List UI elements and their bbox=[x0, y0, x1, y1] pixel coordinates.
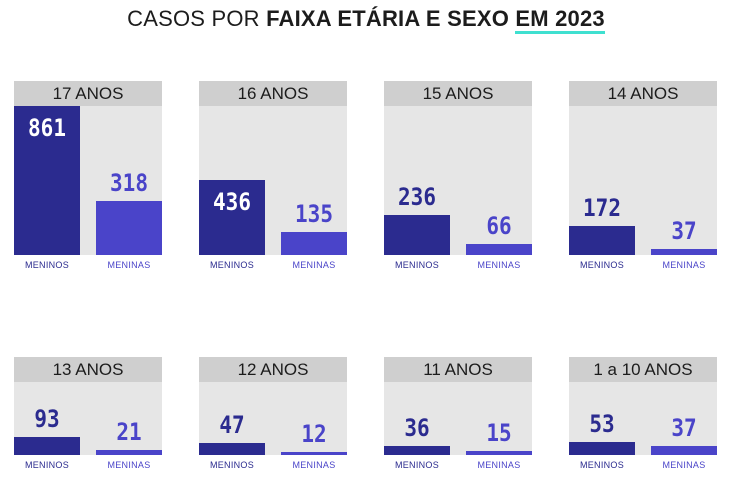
value-label-meninos: 236 bbox=[398, 182, 436, 211]
value-label-meninos: 93 bbox=[34, 405, 60, 433]
age-panel-title: 16 ANOS bbox=[199, 81, 347, 106]
value-label-meninos: 861 bbox=[28, 114, 66, 142]
x-label-meninos: MENINOS bbox=[209, 460, 255, 470]
x-label-meninos: MENINOS bbox=[24, 260, 70, 270]
title-part-2: FAIXA ETÁRIA E SEXO bbox=[266, 6, 516, 31]
value-label-meninos: 47 bbox=[219, 411, 245, 440]
bar-meninos bbox=[569, 442, 635, 455]
value-label-meninas: 37 bbox=[671, 414, 697, 442]
bar-meninos bbox=[384, 446, 450, 455]
bar-meninos bbox=[14, 106, 80, 255]
bar-meninos bbox=[384, 214, 450, 255]
x-label-meninas: MENINAS bbox=[292, 260, 336, 270]
value-label-meninos: 436 bbox=[213, 188, 251, 217]
x-label-meninas: MENINAS bbox=[662, 260, 706, 270]
age-panel: 17 ANOS 861 MENINOS 318 MENINAS bbox=[14, 81, 162, 275]
age-panel-title: 17 ANOS bbox=[14, 81, 162, 106]
age-panel-title: 12 ANOS bbox=[199, 357, 347, 382]
chart-title: CASOS POR FAIXA ETÁRIA E SEXO EM 2023 bbox=[0, 6, 732, 34]
value-label-meninas: 37 bbox=[671, 216, 697, 245]
bar-meninas bbox=[96, 449, 162, 455]
bar-meninas bbox=[651, 445, 717, 455]
age-panel-title: 13 ANOS bbox=[14, 357, 162, 382]
age-panel: 14 ANOS 172 MENINOS 37 MENINAS bbox=[569, 81, 717, 275]
age-panel: 13 ANOS 93 MENINOS 21 MENINAS bbox=[14, 357, 162, 475]
bar-meninos bbox=[14, 437, 80, 455]
value-label-meninos: 53 bbox=[589, 410, 615, 438]
x-label-meninos: MENINOS bbox=[394, 460, 440, 470]
x-label-meninas: MENINAS bbox=[477, 260, 521, 270]
bar-meninas bbox=[96, 200, 162, 255]
x-label-meninas: MENINAS bbox=[107, 460, 151, 470]
value-label-meninos: 36 bbox=[404, 414, 430, 442]
value-label-meninas: 12 bbox=[301, 420, 327, 448]
title-part-1: CASOS POR bbox=[127, 6, 267, 31]
age-panel-title: 1 a 10 ANOS bbox=[569, 357, 717, 382]
age-panel: 15 ANOS 236 MENINOS 66 MENINAS bbox=[384, 81, 532, 275]
value-label-meninos: 172 bbox=[583, 193, 621, 222]
bar-meninas bbox=[281, 231, 347, 255]
x-label-meninas: MENINAS bbox=[662, 460, 706, 470]
x-label-meninos: MENINOS bbox=[579, 460, 625, 470]
x-label-meninas: MENINAS bbox=[477, 460, 521, 470]
value-label-meninas: 318 bbox=[110, 168, 148, 197]
title-part-3: EM 2023 bbox=[515, 6, 605, 34]
value-label-meninas: 21 bbox=[116, 418, 142, 446]
age-panel: 12 ANOS 47 MENINOS 12 MENINAS bbox=[199, 357, 347, 475]
age-panel: 1 a 10 ANOS 53 MENINOS 37 MENINAS bbox=[569, 357, 717, 475]
age-panel-title: 15 ANOS bbox=[384, 81, 532, 106]
x-label-meninos: MENINOS bbox=[24, 460, 70, 470]
value-label-meninas: 135 bbox=[295, 200, 333, 228]
x-label-meninas: MENINAS bbox=[292, 460, 336, 470]
x-label-meninos: MENINOS bbox=[209, 260, 255, 270]
bar-meninos bbox=[569, 225, 635, 255]
value-label-meninas: 66 bbox=[486, 211, 512, 240]
age-panel: 11 ANOS 36 MENINOS 15 MENINAS bbox=[384, 357, 532, 475]
age-panel-plot-area bbox=[384, 382, 532, 455]
age-panel-plot-area bbox=[199, 382, 347, 455]
bar-meninos bbox=[199, 180, 265, 255]
bar-meninas bbox=[466, 451, 532, 455]
bar-meninas bbox=[281, 452, 347, 455]
age-panel-title: 14 ANOS bbox=[569, 81, 717, 106]
age-panel-title: 11 ANOS bbox=[384, 357, 532, 382]
value-label-meninas: 15 bbox=[486, 419, 512, 448]
x-label-meninos: MENINOS bbox=[579, 260, 625, 270]
age-panel: 16 ANOS 436 MENINOS 135 MENINAS bbox=[199, 81, 347, 275]
bar-meninos bbox=[199, 443, 265, 455]
x-label-meninas: MENINAS bbox=[107, 260, 151, 270]
bar-meninas bbox=[466, 243, 532, 255]
bar-meninas bbox=[651, 248, 717, 255]
x-label-meninos: MENINOS bbox=[394, 260, 440, 270]
